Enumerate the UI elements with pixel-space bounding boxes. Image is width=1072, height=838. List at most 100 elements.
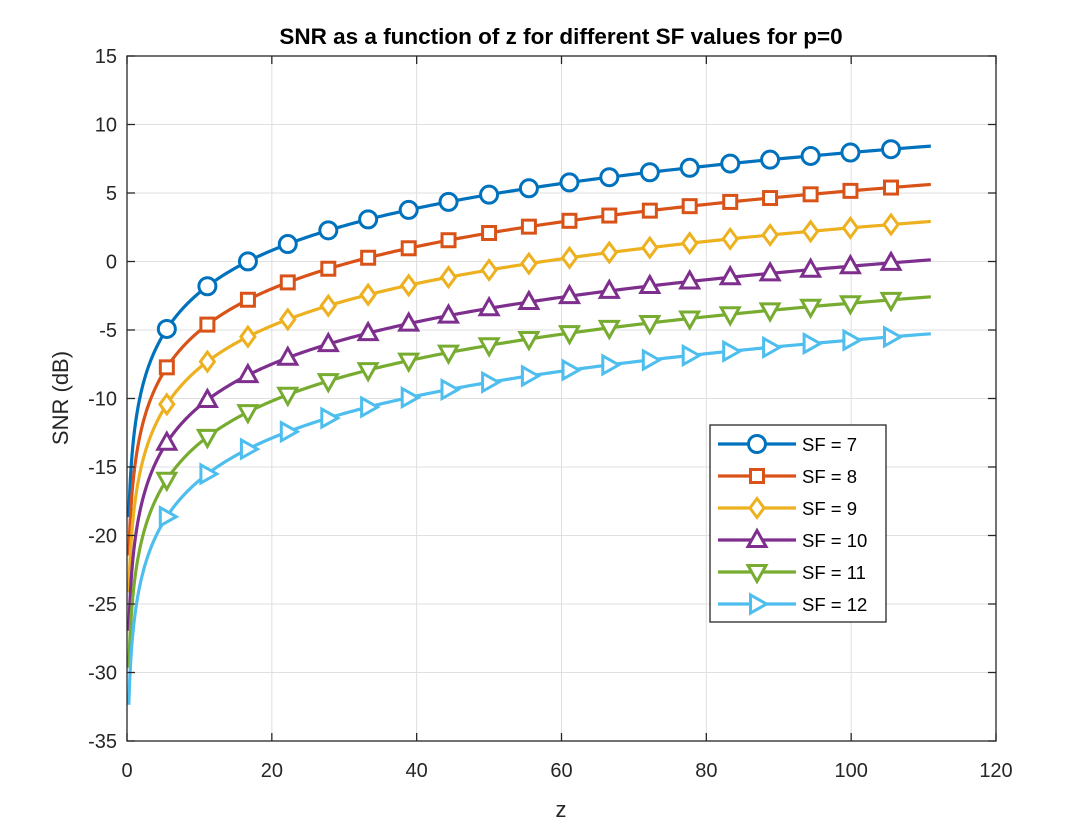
data-point: [279, 274, 296, 291]
x-tick-label: 0: [121, 760, 132, 782]
x-tick-label: 20: [261, 760, 283, 782]
data-point: [681, 343, 703, 368]
data-point: [841, 215, 860, 240]
data-point: [436, 344, 461, 366]
axis-ticks: 0 20 40 60 80 100 120 15 10 5 0 -5 -10 -15 -20 -25 -30 -3…: [88, 46, 1013, 782]
data-point: [720, 153, 741, 174]
data-point: [318, 220, 339, 241]
data-point: [359, 282, 377, 307]
data-point: [680, 231, 699, 256]
legend: SF = 7 SF = 8 SF = 9 SF = 10 SF = 11 SF = 12: [709, 424, 887, 623]
data-point: [599, 167, 620, 188]
data-point: [239, 437, 261, 461]
data-point: [237, 251, 258, 272]
y-tick-label: -25: [88, 594, 117, 616]
data-point: [801, 219, 820, 244]
x-tick-label: 60: [550, 760, 572, 782]
y-tick-label: -5: [99, 320, 117, 342]
data-point: [157, 392, 176, 417]
data-point: [397, 311, 421, 332]
data-point: [840, 142, 861, 163]
data-point: [197, 276, 218, 297]
data-point: [722, 339, 743, 363]
series-markers-sf-12: [158, 325, 904, 529]
data-point: [360, 249, 377, 266]
legend-label: SF = 12: [802, 594, 867, 615]
x-axis-label: z: [556, 797, 567, 822]
data-point: [639, 162, 660, 183]
data-point: [239, 291, 256, 308]
data-point: [479, 184, 500, 205]
data-point: [316, 331, 340, 353]
data-point: [440, 232, 457, 249]
series-markers-sf-8: [158, 179, 899, 376]
data-point: [597, 319, 621, 341]
data-point: [762, 335, 783, 359]
data-point: [436, 303, 461, 324]
data-point: [480, 257, 498, 283]
legend-item: SF = 9: [718, 495, 857, 521]
y-tick-label: -20: [88, 526, 117, 548]
data-point: [239, 324, 257, 349]
data-point: [481, 224, 498, 241]
data-point: [842, 328, 863, 352]
data-point: [761, 222, 779, 248]
legend-label: SF = 8: [802, 466, 857, 487]
legend-item: SF = 8: [718, 466, 857, 487]
data-point: [398, 199, 419, 220]
data-point: [640, 235, 659, 260]
data-point: [517, 331, 541, 352]
data-point: [155, 430, 179, 451]
data-point: [718, 264, 742, 286]
data-point: [601, 353, 622, 377]
data-point: [842, 182, 859, 199]
y-tick-label: -10: [88, 389, 117, 411]
data-point: [882, 179, 899, 196]
series-markers: [155, 139, 904, 529]
data-point: [838, 253, 862, 275]
legend-marker: [745, 564, 769, 585]
legend-marker: [745, 527, 769, 548]
data-point: [156, 318, 177, 339]
data-point: [276, 345, 300, 366]
legend-item: SF = 10: [718, 527, 867, 551]
data-point: [438, 191, 459, 212]
y-tick-label: 5: [106, 183, 117, 205]
data-point: [481, 370, 502, 394]
x-tick-label: 80: [695, 760, 717, 782]
data-point: [319, 293, 338, 318]
data-point: [678, 268, 702, 290]
series-markers-sf-9: [157, 212, 900, 417]
data-point: [879, 250, 903, 271]
data-point: [520, 251, 538, 276]
data-point: [557, 283, 582, 305]
y-tick-label: 0: [106, 252, 117, 274]
data-point: [600, 240, 619, 265]
data-point: [518, 178, 539, 199]
data-point: [199, 316, 216, 333]
legend-label: SF = 9: [802, 498, 857, 519]
data-point: [520, 218, 537, 235]
data-point: [758, 302, 782, 323]
data-point: [320, 260, 337, 277]
data-point: [722, 193, 739, 210]
data-point: [721, 226, 740, 251]
legend-marker: [748, 495, 766, 521]
data-point: [158, 505, 180, 529]
data-point: [681, 198, 698, 215]
legend-box: [709, 424, 887, 623]
legend-label: SF = 7: [802, 434, 857, 455]
y-tick-label: 10: [95, 115, 117, 137]
chart-title: SNR as a function of z for different SF …: [279, 24, 842, 49]
y-tick-label: -30: [88, 663, 117, 685]
legend-label: SF = 10: [802, 530, 867, 551]
data-point: [678, 310, 702, 332]
data-point: [320, 406, 341, 430]
data-point: [199, 462, 220, 486]
series-markers-sf-11: [155, 291, 903, 493]
data-point: [760, 149, 781, 170]
data-point: [718, 306, 742, 327]
data-point: [679, 157, 700, 178]
data-point: [517, 289, 541, 310]
series-markers-sf-7: [156, 139, 901, 339]
